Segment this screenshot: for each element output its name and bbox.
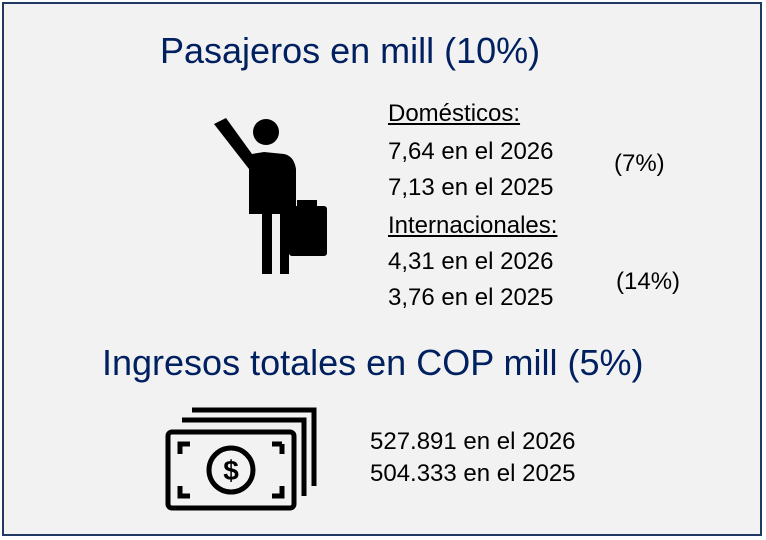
line: 7,13 en el 2025	[388, 174, 554, 201]
line: 4,31 en el 2026	[388, 248, 554, 275]
line: 527.891 en el 2026	[370, 428, 576, 455]
international-label: Internacionales:	[388, 212, 558, 239]
svg-text:$: $	[223, 455, 239, 486]
domestic-label: Domésticos:	[388, 100, 521, 127]
change: (14%)	[616, 268, 681, 295]
title: Pasajeros en mill (10%)	[160, 30, 541, 71]
line: 3,76 en el 2025	[388, 284, 554, 311]
line: 504.333 en el 2025	[370, 460, 576, 487]
money-icon: $	[165, 407, 317, 511]
title: Ingresos totales en COP mill (5%)	[102, 342, 644, 383]
traveler-icon	[214, 118, 327, 274]
change: (7%)	[614, 150, 665, 177]
line: 7,64 en el 2026	[388, 138, 554, 165]
